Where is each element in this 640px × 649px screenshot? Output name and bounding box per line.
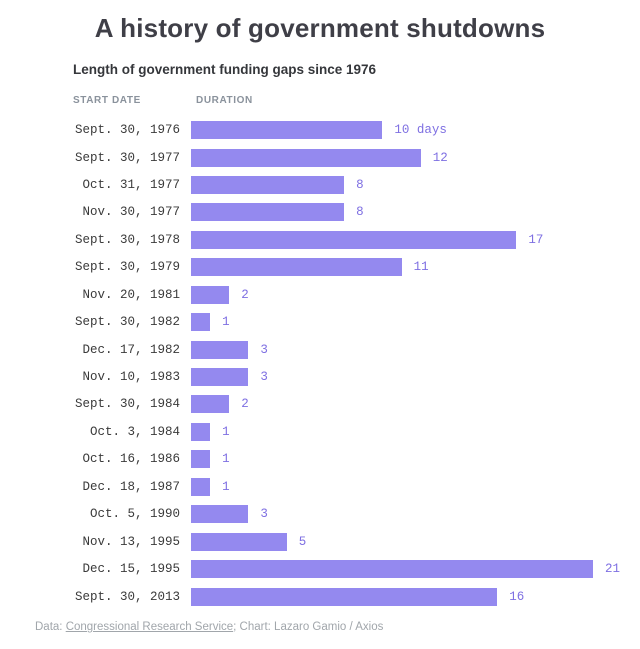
row-date: Dec. 17, 1982 xyxy=(82,342,180,357)
row-value: 3 xyxy=(260,507,268,522)
chart-row: Oct. 16, 1986 1 xyxy=(73,446,640,473)
chart-row: Nov. 30, 1977 8 xyxy=(73,199,640,226)
footer-data-prefix: Data: xyxy=(35,621,66,634)
row-value: 16 xyxy=(509,589,525,604)
duration-bar xyxy=(191,285,230,304)
duration-bar xyxy=(191,477,211,496)
duration-bar xyxy=(191,230,517,249)
chart-row: Sept. 30, 1982 1 xyxy=(73,308,640,335)
duration-bar xyxy=(191,148,421,167)
duration-bar xyxy=(191,121,383,140)
chart-row: Sept. 30, 1979 11 xyxy=(73,254,640,281)
duration-bar xyxy=(191,532,287,551)
chart-title: A history of government shutdowns xyxy=(94,13,546,43)
duration-bar xyxy=(191,422,211,441)
row-date: Sept. 30, 1982 xyxy=(74,315,180,330)
row-date: Sept. 30, 1984 xyxy=(74,397,180,412)
row-date: Dec. 18, 1987 xyxy=(82,479,180,494)
row-value: 2 xyxy=(241,287,249,302)
row-value: 5 xyxy=(298,534,307,549)
row-value: 1 xyxy=(222,452,230,467)
row-value: 3 xyxy=(260,370,268,385)
chart-row: Oct. 31, 1977 8 xyxy=(73,171,640,198)
duration-bar xyxy=(191,505,249,524)
row-value: 1 xyxy=(222,315,230,330)
chart-row: Dec. 18, 1987 1 xyxy=(73,473,640,500)
row-value: 10 days xyxy=(394,123,447,138)
duration-bar xyxy=(191,313,211,332)
row-date: Sept. 30, 1979 xyxy=(74,260,180,275)
row-value: 8 xyxy=(356,205,364,220)
duration-bar xyxy=(191,368,249,387)
column-headers: START DATE DURATION xyxy=(73,95,640,106)
duration-bar xyxy=(191,258,402,277)
row-date: Nov. 20, 1981 xyxy=(82,287,180,302)
duration-bar xyxy=(191,560,593,579)
duration-bar xyxy=(191,203,345,222)
chart-row: Nov. 13, 1995 5 xyxy=(73,528,640,555)
chart-row: Sept. 30, 1978 17 xyxy=(73,226,640,253)
column-header-start-date: START DATE xyxy=(73,95,141,107)
duration-bar xyxy=(191,450,211,469)
row-date: Nov. 13, 1995 xyxy=(82,534,180,549)
row-date: Sept. 30, 1978 xyxy=(74,232,180,247)
chart-row: Sept. 30, 1976 10 days xyxy=(73,116,640,143)
footer-credit: Data: Congressional Research Service; Ch… xyxy=(35,621,640,633)
chart-row: Oct. 5, 1990 3 xyxy=(73,501,640,528)
row-value: 21 xyxy=(605,562,621,577)
row-value: 17 xyxy=(528,232,544,247)
row-value: 2 xyxy=(241,397,249,412)
row-date: Nov. 10, 1983 xyxy=(82,370,180,385)
chart-row: Nov. 20, 1981 2 xyxy=(73,281,640,308)
chart-row: Dec. 17, 1982 3 xyxy=(73,336,640,363)
row-date: Sept. 30, 1977 xyxy=(74,150,180,165)
source-link[interactable]: Congressional Research Service xyxy=(65,621,234,634)
duration-bar xyxy=(191,587,498,606)
duration-bar xyxy=(191,340,249,359)
chart-rows: Sept. 30, 1976 10 days Sept. 30, 1977 12… xyxy=(0,116,640,610)
chart-row: Sept. 30, 1984 2 xyxy=(73,391,640,418)
duration-bar xyxy=(191,395,230,414)
row-date: Sept. 30, 1976 xyxy=(74,123,180,138)
row-value: 12 xyxy=(432,150,448,165)
row-date: Oct. 3, 1984 xyxy=(89,424,180,439)
column-header-duration: DURATION xyxy=(196,95,253,107)
row-date: Nov. 30, 1977 xyxy=(82,205,180,220)
chart-row: Nov. 10, 1983 3 xyxy=(73,363,640,390)
row-value: 1 xyxy=(222,424,230,439)
row-date: Oct. 16, 1986 xyxy=(82,452,180,467)
chart-row: Sept. 30, 1977 12 xyxy=(73,144,640,171)
row-date: Dec. 15, 1995 xyxy=(82,562,180,577)
row-value: 1 xyxy=(222,479,230,494)
footer-chart-credit: ; Chart: Lazaro Gamio / Axios xyxy=(233,621,384,634)
row-value: 11 xyxy=(413,260,429,275)
chart-row: Sept. 30, 2013 16 xyxy=(73,583,640,610)
chart-subtitle: Length of government funding gaps since … xyxy=(73,62,377,78)
row-date: Sept. 30, 2013 xyxy=(74,589,180,604)
duration-bar xyxy=(191,175,345,194)
row-date: Oct. 31, 1977 xyxy=(82,177,180,192)
row-value: 8 xyxy=(356,177,364,192)
row-value: 3 xyxy=(260,342,268,357)
row-date: Oct. 5, 1990 xyxy=(89,507,180,522)
chart-row: Dec. 15, 1995 21 xyxy=(73,555,640,582)
chart-row: Oct. 3, 1984 1 xyxy=(73,418,640,445)
